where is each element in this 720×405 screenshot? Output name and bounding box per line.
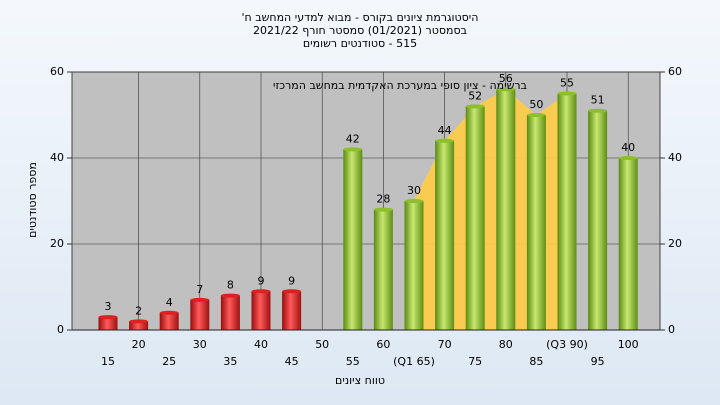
value-label: 7: [196, 283, 203, 296]
value-label: 8: [227, 279, 234, 292]
x-tick-label: 60: [376, 338, 390, 351]
bar: [190, 299, 210, 330]
bar-top: [435, 138, 455, 143]
bar-top: [618, 156, 638, 160]
bar: [220, 295, 240, 330]
bar: [435, 140, 455, 330]
chart-subtitle: 515 - סטודנטים רשומים: [303, 37, 417, 50]
x-tick-label: (Q1 65): [393, 355, 435, 368]
x-tick-label: 20: [132, 338, 146, 351]
value-label: 3: [105, 300, 112, 313]
bar: [465, 106, 485, 331]
value-label: 51: [591, 94, 605, 107]
y-tick-label: 0: [57, 323, 64, 336]
bar-top: [588, 108, 608, 113]
y-tick-label: 60: [50, 65, 64, 78]
x-tick-label: 50: [315, 338, 329, 351]
bar: [129, 321, 149, 330]
bar: [251, 291, 271, 330]
x-tick-label: 95: [591, 355, 605, 368]
y-axis-label: מספר סטודנטים: [26, 162, 39, 238]
bar: [98, 317, 118, 330]
x-tick-label: 35: [223, 355, 237, 368]
bar-top: [526, 113, 546, 117]
y2-tick-label: 40: [668, 151, 682, 164]
bar-top: [373, 207, 393, 212]
chart-subtitle: בסמסטר (01/2021) סמסטר חורף 2021/22: [253, 24, 467, 37]
value-label: 9: [258, 274, 265, 287]
annotation: ברשימה - ציון סופי במערכת האקדמית במחשב …: [273, 79, 527, 92]
bar-top: [404, 199, 424, 203]
x-tick-label: 100: [618, 338, 639, 351]
value-label: 50: [529, 98, 543, 111]
x-tick-label: 55: [346, 355, 360, 368]
bar-top: [129, 319, 149, 324]
bar: [618, 158, 638, 330]
value-label: 9: [288, 274, 295, 287]
bar: [373, 209, 393, 330]
x-tick-label: 25: [162, 355, 176, 368]
bar: [282, 291, 302, 330]
bar-top: [282, 289, 302, 294]
value-label: 28: [376, 193, 390, 206]
bar: [557, 93, 577, 330]
bar-top: [496, 87, 516, 92]
bar: [496, 89, 516, 330]
bar-top: [251, 289, 271, 294]
bar-top: [220, 293, 240, 298]
value-label: 2: [135, 304, 142, 317]
bar: [159, 312, 179, 330]
bar-top: [557, 91, 577, 96]
x-tick-label: 85: [529, 355, 543, 368]
x-tick-label: 70: [438, 338, 452, 351]
y2-tick-label: 0: [668, 323, 675, 336]
value-label: 42: [346, 132, 360, 145]
value-label: 44: [438, 124, 452, 137]
x-tick-label: 75: [468, 355, 482, 368]
value-label: 52: [468, 89, 482, 102]
value-label: 55: [560, 77, 574, 90]
bar-top: [98, 315, 118, 320]
bar-top: [190, 297, 210, 302]
value-label: 56: [499, 72, 513, 85]
value-label: 30: [407, 184, 421, 197]
x-tick-label: 30: [193, 338, 207, 351]
y2-tick-label: 20: [668, 237, 682, 250]
x-tick-label: 80: [499, 338, 513, 351]
bar-top: [159, 310, 179, 315]
bar: [588, 110, 608, 330]
bar: [526, 115, 546, 330]
x-tick-label: (Q3 90): [546, 338, 588, 351]
y-tick-label: 40: [50, 151, 64, 164]
bar-top: [343, 147, 363, 152]
x-tick-label: 15: [101, 355, 115, 368]
bar: [343, 149, 363, 330]
bar: [404, 201, 424, 330]
chart-title: היסטוגרמת ציונים בקורס - מבוא למדעי המחש…: [242, 11, 479, 24]
value-label: 4: [166, 296, 173, 309]
bar-top: [465, 104, 485, 109]
y-tick-label: 20: [50, 237, 64, 250]
y2-tick-label: 60: [668, 65, 682, 78]
x-axis-label: טווח ציונים: [335, 374, 385, 387]
x-tick-label: 40: [254, 338, 268, 351]
x-tick-label: 45: [285, 355, 299, 368]
value-label: 40: [621, 141, 635, 154]
